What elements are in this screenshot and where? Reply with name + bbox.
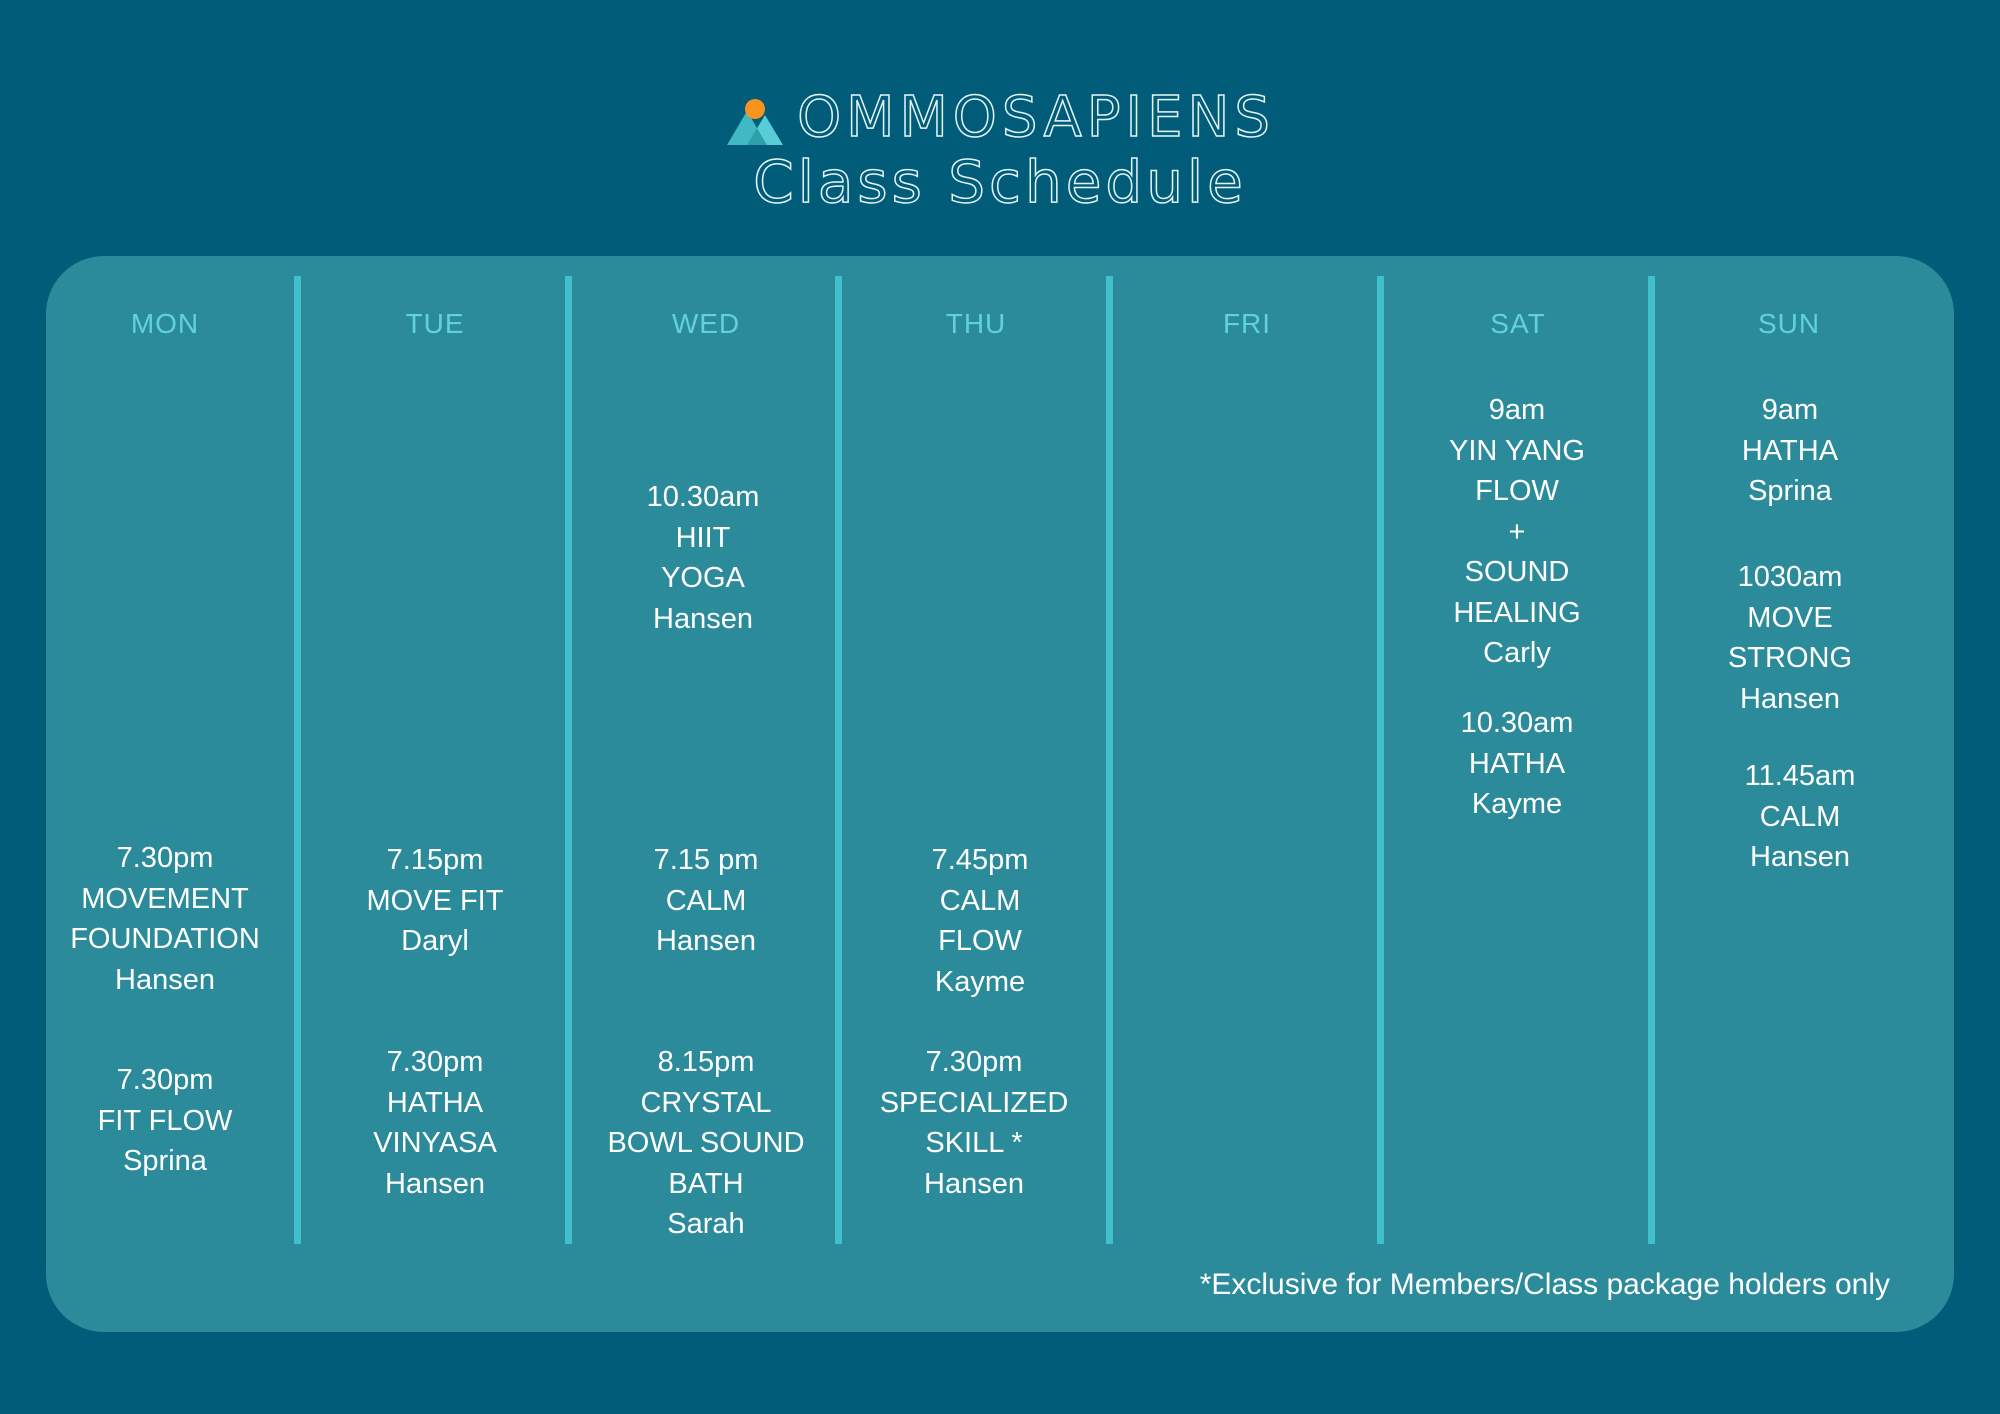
class-block-sat-2: 10.30am HATHA Kayme bbox=[1397, 703, 1637, 825]
class-time: 7.30pm bbox=[386, 1046, 484, 1078]
brand-name: OMMOSAPIENS bbox=[796, 84, 1275, 151]
class-instructor: Daryl bbox=[401, 925, 469, 957]
class-name: MOVE FIT bbox=[366, 884, 504, 917]
class-instructor: Hansen bbox=[115, 963, 215, 996]
class-name: FLOW bbox=[1475, 475, 1559, 507]
class-instructor: Hansen bbox=[1740, 682, 1840, 715]
class-instructor: Sprina bbox=[1748, 475, 1832, 507]
class-time: 7.15pm bbox=[386, 844, 484, 876]
day-header-sun: SUN bbox=[1757, 308, 1821, 339]
footnote: *Exclusive for Members/Class package hol… bbox=[1199, 1268, 1890, 1301]
class-instructor: Hansen bbox=[1750, 841, 1850, 873]
day-header-wed: WED bbox=[671, 308, 741, 339]
day-header-sat: SAT bbox=[1490, 308, 1546, 339]
class-block-wed-3: 8.15pm CRYSTAL BOWL SOUND BATH Sarah bbox=[586, 1042, 826, 1245]
class-block-tue-1: 7.15pm MOVE FIT Daryl bbox=[315, 840, 555, 962]
class-name: BOWL SOUND bbox=[607, 1127, 805, 1159]
class-instructor: Kayme bbox=[934, 965, 1026, 998]
class-instructor: Sprina bbox=[123, 1145, 207, 1177]
class-time: 10.30am bbox=[646, 481, 760, 513]
day-header-fri: FRI bbox=[1222, 308, 1272, 339]
class-name: SKILL * bbox=[925, 1127, 1023, 1159]
class-block-sun-3: 11.45am CALM Hansen bbox=[1680, 756, 1920, 878]
class-name: + bbox=[1508, 515, 1526, 548]
schedule-panel bbox=[46, 256, 1954, 1332]
day-header-thu: THU bbox=[945, 308, 1007, 339]
class-block-sun-2: 1030am MOVE STRONG Hansen bbox=[1670, 557, 1910, 719]
class-name: CALM bbox=[665, 884, 747, 917]
class-block-sat-1: 9am YIN YANG FLOW + SOUND HEALING Carly bbox=[1397, 390, 1637, 674]
class-block-wed-1: 10.30am HIIT YOGA Hansen bbox=[583, 477, 823, 639]
class-time: 8.15pm bbox=[657, 1046, 755, 1078]
day-header-mon: MON bbox=[130, 308, 200, 339]
class-time: 7.30pm bbox=[116, 1064, 214, 1096]
class-name: HATHA bbox=[1741, 434, 1839, 467]
class-time: 7.30pm bbox=[925, 1046, 1023, 1078]
class-instructor: Hansen bbox=[653, 602, 753, 635]
class-name: HATHA bbox=[386, 1086, 484, 1119]
class-time: 9am bbox=[1488, 394, 1546, 426]
class-instructor: Sarah bbox=[667, 1208, 745, 1240]
class-block-thu-2: 7.30pm SPECIALIZED SKILL * Hansen bbox=[854, 1042, 1094, 1204]
class-name: CALM bbox=[939, 884, 1021, 917]
column-divider bbox=[1648, 276, 1655, 1244]
class-instructor: Hansen bbox=[385, 1167, 485, 1200]
class-name: STRONG bbox=[1727, 642, 1853, 674]
column-divider bbox=[294, 276, 301, 1244]
class-name: SPECIALIZED bbox=[879, 1086, 1069, 1119]
class-time: 7.45pm bbox=[931, 844, 1029, 876]
class-name: HIIT bbox=[675, 521, 731, 554]
class-time: 7.30pm bbox=[116, 842, 214, 874]
class-instructor: Hansen bbox=[924, 1167, 1024, 1200]
column-divider bbox=[835, 276, 842, 1244]
class-block-sun-1: 9am HATHA Sprina bbox=[1670, 390, 1910, 512]
class-name: MOVEMENT bbox=[81, 882, 249, 915]
class-instructor: Kayme bbox=[1471, 788, 1563, 820]
class-name: BATH bbox=[668, 1167, 744, 1200]
class-name: YIN YANG bbox=[1449, 434, 1585, 467]
column-divider bbox=[1377, 276, 1384, 1244]
class-time: 9am bbox=[1761, 394, 1819, 426]
class-name: VINYASA bbox=[373, 1127, 497, 1159]
page-title: Class Schedule bbox=[752, 147, 1247, 217]
column-divider bbox=[565, 276, 572, 1244]
day-header-tue: TUE bbox=[405, 308, 465, 339]
class-name: FIT FLOW bbox=[97, 1104, 233, 1137]
class-name: HATHA bbox=[1468, 747, 1566, 780]
mountain-sun-logo-icon bbox=[727, 99, 784, 145]
class-name: HEALING bbox=[1453, 596, 1581, 629]
class-name: SOUND bbox=[1464, 556, 1570, 588]
class-time: 1030am bbox=[1737, 561, 1843, 593]
class-block-wed-2: 7.15 pm CALM Hansen bbox=[586, 840, 826, 962]
class-name: MOVE bbox=[1747, 601, 1833, 634]
class-block-mon-1: 7.30pm MOVEMENT FOUNDATION Hansen bbox=[45, 838, 285, 1000]
column-divider bbox=[1106, 276, 1113, 1244]
class-block-thu-1: 7.45pm CALM FLOW Kayme bbox=[860, 840, 1100, 1002]
class-name: YOGA bbox=[661, 562, 745, 594]
class-name: FOUNDATION bbox=[70, 923, 260, 955]
brand-header: OMMOSAPIENS bbox=[0, 72, 2000, 162]
class-time: 10.30am bbox=[1460, 707, 1574, 739]
class-name: CRYSTAL bbox=[640, 1086, 772, 1119]
class-block-tue-2: 7.30pm HATHA VINYASA Hansen bbox=[315, 1042, 555, 1204]
class-time: 11.45am bbox=[1744, 760, 1856, 792]
class-instructor: Carly bbox=[1483, 637, 1551, 669]
class-name: FLOW bbox=[938, 925, 1022, 957]
class-block-mon-2: 7.30pm FIT FLOW Sprina bbox=[45, 1060, 285, 1182]
class-time: 7.15 pm bbox=[653, 844, 759, 876]
class-name: CALM bbox=[1759, 800, 1841, 833]
class-instructor: Hansen bbox=[656, 925, 756, 957]
